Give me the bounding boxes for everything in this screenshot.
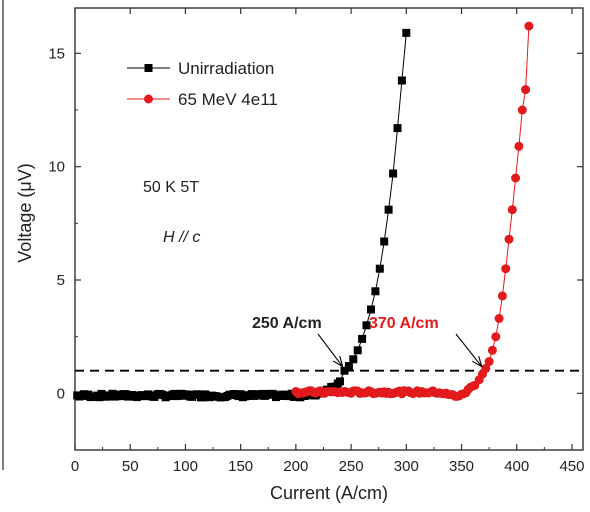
annotation-arrow-head bbox=[472, 355, 483, 368]
legend-label-65mev: 65 MeV 4e11 bbox=[178, 90, 278, 109]
x-tick-label: 200 bbox=[283, 458, 308, 475]
field-direction-label: H // c bbox=[163, 229, 200, 246]
data-point bbox=[384, 205, 393, 214]
threshold-label-irradiated: 370 A/cm bbox=[369, 315, 439, 332]
data-point bbox=[517, 105, 527, 115]
data-point bbox=[358, 334, 367, 343]
data-point bbox=[484, 357, 494, 367]
x-tick-label: 250 bbox=[339, 458, 364, 475]
data-point bbox=[511, 173, 521, 183]
y-tick-label: 15 bbox=[48, 45, 65, 62]
data-point bbox=[375, 264, 384, 273]
data-point bbox=[494, 314, 504, 323]
data-point bbox=[481, 363, 491, 373]
legend: Unirradiation 65 MeV 4e11 bbox=[127, 59, 278, 109]
x-tick-label: 50 bbox=[122, 458, 139, 475]
data-point bbox=[507, 205, 517, 215]
annotation-arrow-shaft bbox=[317, 333, 344, 367]
plot-frame bbox=[74, 7, 584, 451]
data-point bbox=[380, 237, 389, 246]
data-point bbox=[393, 124, 402, 133]
data-point bbox=[524, 21, 534, 31]
x-tick-label: 400 bbox=[504, 458, 529, 475]
data-point bbox=[336, 377, 344, 386]
data-point bbox=[371, 287, 380, 296]
axis-ticks: 0 50 100 150 200 250 300 350 400 450 0 5 10 15 bbox=[48, 8, 584, 475]
y-axis-title: Voltage (μV) bbox=[15, 163, 35, 262]
data-point bbox=[497, 291, 507, 301]
series-65mev bbox=[291, 21, 534, 401]
data-point bbox=[397, 76, 406, 85]
legend-label-unirradiation: Unirradiation bbox=[178, 59, 274, 78]
data-point bbox=[389, 169, 398, 178]
y-tick-label: 10 bbox=[48, 159, 65, 176]
data-point bbox=[349, 355, 358, 364]
x-tick-label: 300 bbox=[394, 458, 419, 475]
annotation-arrow-head bbox=[332, 355, 344, 368]
x-tick-label: 350 bbox=[449, 458, 474, 475]
annotation-arrow-shaft bbox=[455, 333, 483, 368]
x-tick-label: 450 bbox=[559, 458, 584, 475]
y-tick-label: 0 bbox=[57, 385, 65, 402]
annotation-arrows bbox=[317, 333, 483, 368]
data-point bbox=[487, 345, 497, 355]
x-tick-label: 150 bbox=[228, 458, 253, 475]
data-point bbox=[504, 234, 514, 244]
data-point bbox=[340, 366, 349, 375]
data-point bbox=[521, 85, 531, 95]
data-point bbox=[514, 141, 524, 151]
data-point bbox=[353, 346, 362, 355]
condition-label: 50 K 5T bbox=[143, 179, 199, 196]
series-unirradiation bbox=[73, 28, 411, 402]
data-point bbox=[501, 264, 511, 274]
x-tick-label: 0 bbox=[71, 458, 79, 475]
data-point bbox=[344, 362, 353, 371]
series-line bbox=[76, 32, 407, 398]
data-point bbox=[362, 321, 371, 330]
data-point bbox=[402, 28, 411, 37]
threshold-label-unirradiated: 250 A/cm bbox=[252, 315, 322, 332]
data-marks bbox=[73, 21, 534, 402]
data-point bbox=[367, 305, 375, 314]
data-point bbox=[491, 332, 501, 342]
series-line bbox=[295, 26, 530, 397]
legend-marker-unirradiation bbox=[144, 64, 153, 72]
x-tick-label: 100 bbox=[173, 458, 198, 475]
legend-marker-65mev bbox=[144, 94, 153, 104]
y-tick-label: 5 bbox=[57, 272, 65, 289]
x-axis-title: Current (A/cm) bbox=[270, 483, 388, 503]
